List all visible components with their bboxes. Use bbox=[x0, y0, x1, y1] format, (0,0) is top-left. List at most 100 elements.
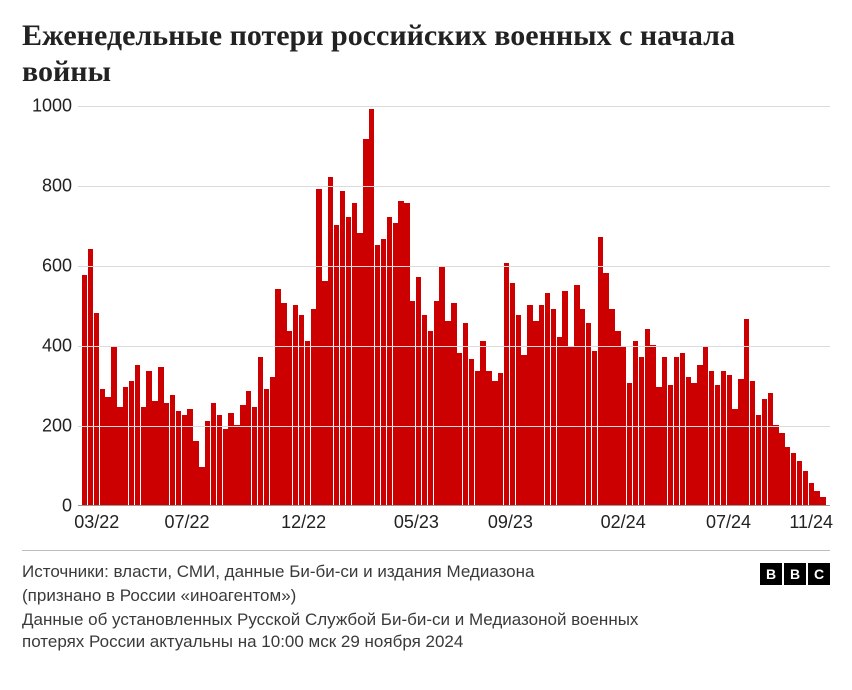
bar bbox=[715, 385, 720, 505]
data-note: Данные об установленных Русской Службой … bbox=[22, 609, 702, 653]
bbc-logo-letter: C bbox=[808, 563, 830, 585]
bar bbox=[680, 353, 685, 505]
bar bbox=[434, 301, 439, 505]
bar bbox=[445, 321, 450, 505]
bar bbox=[592, 351, 597, 505]
bar bbox=[334, 225, 339, 505]
bar bbox=[146, 371, 151, 505]
bar bbox=[258, 357, 263, 505]
y-tick-label: 800 bbox=[42, 176, 72, 197]
bar bbox=[527, 305, 532, 505]
bar bbox=[586, 323, 591, 505]
bar bbox=[322, 281, 327, 505]
bar bbox=[293, 305, 298, 505]
x-tick-label: 09/23 bbox=[488, 512, 533, 533]
bar bbox=[498, 373, 503, 505]
bar bbox=[422, 315, 427, 505]
bar bbox=[223, 429, 228, 505]
bar bbox=[469, 359, 474, 505]
bar bbox=[182, 415, 187, 505]
bar bbox=[580, 309, 585, 505]
y-tick-label: 1000 bbox=[32, 96, 72, 117]
bar bbox=[135, 365, 140, 505]
bar bbox=[164, 403, 169, 505]
bar bbox=[240, 405, 245, 505]
chart-container: 02004006008001000 03/2207/2212/2205/2309… bbox=[22, 106, 830, 536]
bar bbox=[609, 309, 614, 505]
bar bbox=[404, 203, 409, 505]
bar bbox=[809, 483, 814, 505]
bar bbox=[615, 331, 620, 505]
bar bbox=[756, 415, 761, 505]
bar bbox=[516, 315, 521, 505]
x-tick-label: 07/22 bbox=[165, 512, 210, 533]
bar bbox=[141, 407, 146, 505]
bar bbox=[814, 491, 819, 505]
bar bbox=[311, 309, 316, 505]
bar bbox=[187, 409, 192, 505]
y-tick-label: 600 bbox=[42, 256, 72, 277]
bar bbox=[381, 239, 386, 505]
bar bbox=[439, 267, 444, 505]
bar bbox=[363, 139, 368, 505]
bar bbox=[650, 345, 655, 505]
bar bbox=[281, 303, 286, 505]
bar bbox=[779, 433, 784, 505]
bar bbox=[785, 447, 790, 505]
y-tick-label: 0 bbox=[62, 496, 72, 517]
bar bbox=[738, 379, 743, 505]
bar bbox=[603, 273, 608, 505]
bar bbox=[639, 357, 644, 505]
bar bbox=[627, 383, 632, 505]
bar bbox=[551, 309, 556, 505]
bar bbox=[211, 403, 216, 505]
bar bbox=[521, 355, 526, 505]
grid-line bbox=[78, 186, 830, 187]
bar bbox=[574, 285, 579, 505]
bar bbox=[387, 217, 392, 505]
bar bbox=[451, 303, 456, 505]
bar bbox=[170, 395, 175, 505]
bar bbox=[340, 191, 345, 505]
bar bbox=[539, 305, 544, 505]
y-tick-label: 400 bbox=[42, 336, 72, 357]
bar bbox=[152, 401, 157, 505]
bar bbox=[100, 389, 105, 505]
grid-line bbox=[78, 426, 830, 427]
bar bbox=[656, 387, 661, 505]
bar bbox=[545, 293, 550, 505]
bar bbox=[773, 425, 778, 505]
bar bbox=[316, 189, 321, 505]
bbc-logo: B B C bbox=[760, 563, 830, 585]
bar bbox=[791, 453, 796, 505]
bar bbox=[246, 391, 251, 505]
bar bbox=[357, 233, 362, 505]
bar bbox=[264, 389, 269, 505]
bar bbox=[510, 283, 515, 505]
bar bbox=[492, 381, 497, 505]
bar bbox=[328, 177, 333, 505]
bar bbox=[193, 441, 198, 505]
footer: Источники: власти, СМИ, данные Би-би-си … bbox=[22, 561, 830, 655]
bar bbox=[662, 357, 667, 505]
y-tick-label: 200 bbox=[42, 416, 72, 437]
bar bbox=[750, 381, 755, 505]
grid-line bbox=[78, 106, 830, 107]
bar bbox=[486, 371, 491, 505]
bar bbox=[732, 409, 737, 505]
bar bbox=[299, 315, 304, 505]
bar bbox=[691, 383, 696, 505]
bar bbox=[463, 323, 468, 505]
bar bbox=[820, 497, 825, 505]
bar bbox=[129, 381, 134, 505]
bar bbox=[123, 387, 128, 505]
bar bbox=[287, 331, 292, 505]
bar bbox=[768, 393, 773, 505]
bar bbox=[275, 289, 280, 505]
bar bbox=[352, 203, 357, 505]
bar bbox=[633, 341, 638, 505]
footnotes: Источники: власти, СМИ, данные Би-би-си … bbox=[22, 561, 702, 655]
bar bbox=[557, 337, 562, 505]
x-axis: 03/2207/2212/2205/2309/2302/2407/2411/24 bbox=[78, 506, 830, 536]
bar bbox=[117, 407, 122, 505]
